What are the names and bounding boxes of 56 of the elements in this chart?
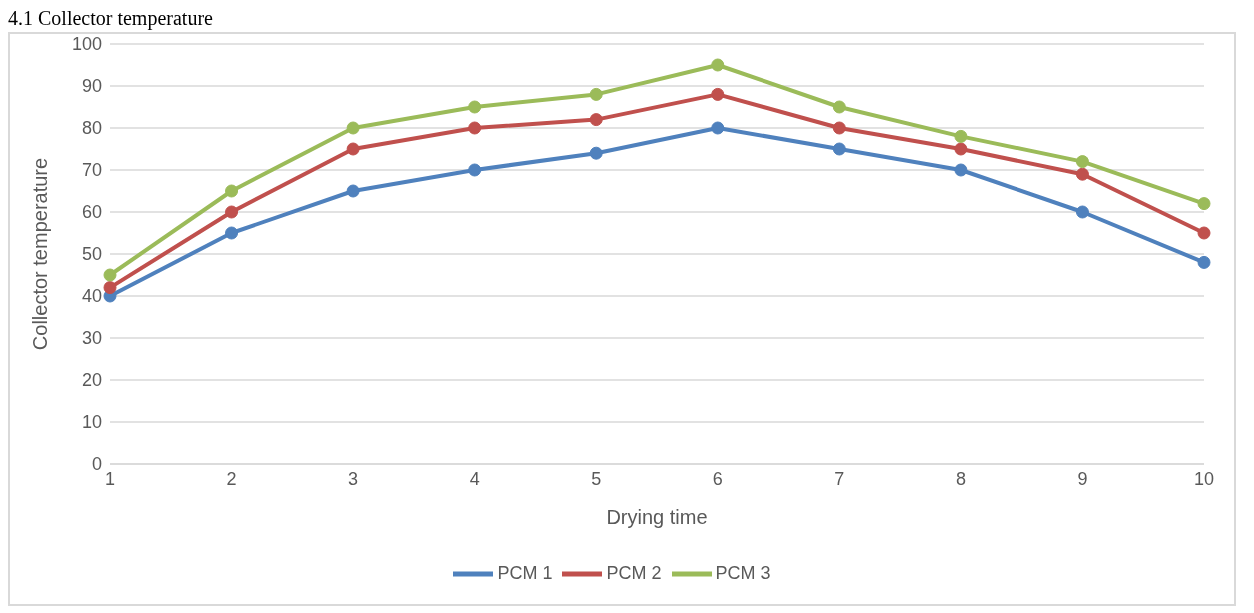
point: [589, 113, 603, 127]
y-tick-label: 20: [81, 370, 102, 391]
y-tick-label: 30: [81, 328, 102, 349]
point: [1075, 205, 1089, 219]
x-tick-label: 5: [591, 468, 602, 489]
x-axis-title: Drying time: [606, 506, 708, 528]
x-tick-label: 4: [469, 468, 480, 489]
point: [468, 100, 482, 114]
legend-label: PCM 1: [497, 562, 553, 583]
point: [225, 226, 239, 240]
y-tick-label: 90: [81, 76, 102, 97]
point: [832, 121, 846, 135]
point: [1075, 167, 1089, 181]
x-tick-label: 9: [1077, 468, 1088, 489]
point: [346, 184, 360, 198]
point: [346, 142, 360, 156]
y-tick-label: 60: [81, 202, 102, 223]
x-tick-label: 2: [226, 468, 237, 489]
point: [225, 184, 239, 198]
legend-label: PCM 3: [715, 562, 771, 583]
point: [1075, 155, 1089, 169]
point: [589, 146, 603, 160]
x-tick-label: 3: [348, 468, 359, 489]
point: [468, 121, 482, 135]
y-tick-label: 0: [91, 454, 102, 475]
point: [1197, 197, 1211, 211]
point: [832, 100, 846, 114]
point: [832, 142, 846, 156]
x-tick-label: 7: [834, 468, 845, 489]
point: [1197, 255, 1211, 269]
point: [711, 58, 725, 72]
y-tick-label: 50: [81, 244, 102, 265]
point: [711, 121, 725, 135]
point: [1197, 226, 1211, 240]
x-tick-label: 10: [1193, 468, 1215, 489]
x-tick-label: 6: [712, 468, 723, 489]
y-tick-label: 80: [81, 118, 102, 139]
point: [468, 163, 482, 177]
point: [589, 87, 603, 101]
point: [225, 205, 239, 219]
point: [954, 163, 968, 177]
y-tick-label: 10: [81, 412, 102, 433]
chart-title: 4.1 Collector temperature: [8, 7, 214, 32]
y-tick-label: 40: [81, 286, 102, 307]
point: [346, 121, 360, 135]
x-tick-label: 1: [104, 468, 116, 489]
point: [711, 87, 725, 101]
point: [103, 281, 117, 295]
point: [954, 129, 968, 143]
y-tick-label: 70: [81, 160, 102, 181]
y-axis-title: Collector temperature: [29, 157, 52, 351]
x-tick-label: 8: [955, 468, 966, 489]
point: [954, 142, 968, 156]
legend-label: PCM 2: [606, 562, 662, 583]
y-tick-label: 100: [71, 34, 102, 55]
point: [103, 268, 117, 282]
